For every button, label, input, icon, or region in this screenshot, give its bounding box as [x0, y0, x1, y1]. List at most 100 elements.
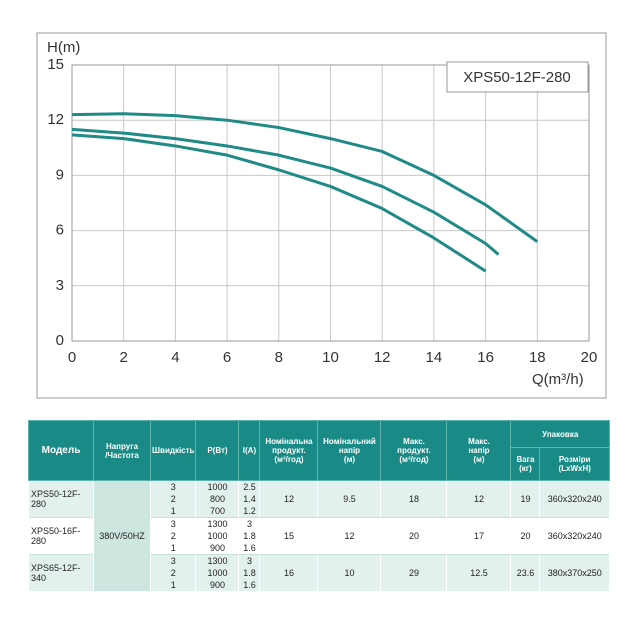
- table-cell: 1.8: [238, 530, 261, 542]
- table-cell: 12: [446, 480, 512, 518]
- table-cell: 3: [238, 554, 261, 567]
- x-tick-label: 2: [120, 349, 128, 366]
- table-cell: 1.8: [238, 567, 261, 579]
- table-cell: 23.6: [510, 554, 541, 591]
- table-cell: 1.4: [238, 493, 261, 505]
- table-cell: XPS50-12F-280: [28, 480, 94, 518]
- x-tick-label: 6: [223, 349, 231, 366]
- y-tick-label: 9: [56, 166, 64, 183]
- chart-frame: [36, 32, 607, 399]
- table-cell: 2: [149, 567, 197, 579]
- table-cell: 20: [380, 517, 448, 555]
- table-cell: 900: [195, 542, 240, 555]
- table-cell: 1300: [195, 517, 240, 530]
- table-cell: 1300: [195, 554, 240, 567]
- chart: H(m) Q(m³/h) 0 3 6 9 12 15 0 2 4 6 8 10 12 14 16 18 20 XP…: [36, 32, 607, 399]
- curve: [71, 127, 500, 256]
- header-cell: Модель: [28, 420, 94, 481]
- table-cell: 2: [149, 530, 197, 542]
- curve: [71, 133, 487, 273]
- x-tick-label: 18: [529, 349, 546, 366]
- table-cell: 15: [259, 517, 319, 555]
- table-cell: 2: [149, 493, 197, 505]
- table-cell: 1000: [195, 480, 240, 493]
- table-row: 2 1000 1.8: [29, 567, 610, 579]
- table-cell: 700: [195, 505, 240, 518]
- table-cell: 3: [149, 480, 197, 493]
- table-cell: 3: [149, 554, 197, 567]
- table-cell: 360x320x240: [539, 517, 610, 555]
- table-row: XPS50-12F-280 380V/50HZ 3 1000 2.5 12 9.5 18 12 1…: [28, 480, 610, 591]
- y-tick-label: 12: [47, 111, 64, 128]
- table-row: XPS50-16F-280 3 1300 3 15 12 20 17 20 360x320x240: [28, 517, 610, 555]
- table-cell: 1.6: [238, 579, 261, 591]
- table-body: XPS50-12F-280 380V/50HZ 3 1000 2.5 12 9.5 18 12 1…: [28, 480, 610, 591]
- table-cell: 16: [259, 554, 319, 591]
- x-tick-label: 4: [171, 349, 179, 366]
- table-row: 2 800 1.4: [29, 493, 610, 505]
- table-row: XPS65-12F-340 3 1300 3 16 10 29 12.5 23.6 380x370…: [28, 554, 610, 591]
- header-cell: Макс. напір (м): [446, 420, 512, 481]
- x-tick-label: 20: [581, 349, 598, 366]
- header-cell: Макс. продукт. (м³/год): [380, 420, 448, 481]
- curve: [71, 112, 539, 243]
- y-tick-label: 6: [56, 222, 64, 239]
- x-tick-label: 14: [426, 349, 443, 366]
- table-row: 1 900 1.6: [29, 579, 610, 591]
- table-cell: XPS50-16F-280: [28, 517, 94, 555]
- table-cell: 1000: [195, 530, 240, 542]
- header-cell: Вага (кг): [510, 447, 541, 481]
- table-cell: 1000: [195, 567, 240, 579]
- table-cell: 2.5: [238, 480, 261, 493]
- spec-table: Модель Напруга /Частота Швидкість P(Вт) …: [28, 420, 610, 591]
- table-cell: 19: [510, 480, 541, 518]
- annotation-box: [446, 61, 589, 93]
- y-axis-label: H(m): [47, 39, 80, 56]
- header-cell: Номінальний напір (м): [317, 420, 382, 481]
- header-cell: I(A): [238, 420, 261, 481]
- table-cell: 10: [317, 554, 382, 591]
- header-cell: Упаковка: [510, 420, 610, 448]
- annotation-text: XPS50-12F-280: [463, 69, 571, 86]
- header-cell: Швидкість: [149, 420, 197, 481]
- table-cell: XPS65-12F-340: [28, 554, 94, 591]
- table-cell: 380x370x250: [539, 554, 610, 591]
- table-cell: 18: [380, 480, 448, 518]
- table-cell: 17: [446, 517, 512, 555]
- header-cell: P(Вт): [195, 420, 240, 481]
- table-cell: 1: [149, 542, 197, 555]
- table-cell: 1: [149, 579, 197, 591]
- header-cell: Номінальна продукт. (м³/год): [259, 420, 319, 481]
- table-cell: 3: [238, 517, 261, 530]
- table-cell: 1: [149, 505, 197, 518]
- y-tick-label: 15: [47, 56, 64, 73]
- x-axis-label: Q(m³/h): [532, 371, 584, 388]
- annotation: XPS50-12F-280: [446, 61, 589, 93]
- table-cell: 20: [510, 517, 541, 555]
- table-cell: 1.6: [238, 542, 261, 555]
- table-cell: 900: [195, 579, 240, 591]
- table-cell: 9.5: [317, 480, 382, 518]
- table-cell: 29: [380, 554, 448, 591]
- table-cell: 12: [317, 517, 382, 555]
- x-tick-label: 12: [374, 349, 391, 366]
- table-cell: 1.2: [238, 505, 261, 518]
- x-tick-label: 16: [477, 349, 494, 366]
- table-cell: 360x320x240: [539, 480, 610, 518]
- table-row: 2 1000 1.8: [29, 530, 610, 542]
- table-cell: 12.5: [446, 554, 512, 591]
- table-row: 1 900 1.6: [29, 542, 610, 555]
- table-cell: 380V/50HZ: [93, 480, 151, 591]
- header-cell: Розміри (LxWxH): [539, 447, 610, 481]
- table-cell: 12: [259, 480, 319, 518]
- table-cell: 3: [149, 517, 197, 530]
- table-row: 1 700 1.2: [29, 505, 610, 518]
- y-tick-label: 0: [56, 332, 64, 349]
- plot-border: [71, 64, 590, 342]
- y-tick-label: 3: [56, 277, 64, 294]
- x-tick-label: 0: [68, 349, 76, 366]
- x-tick-label: 10: [322, 349, 339, 366]
- header-cell: Напруга /Частота: [93, 420, 151, 481]
- table-cell: 800: [195, 493, 240, 505]
